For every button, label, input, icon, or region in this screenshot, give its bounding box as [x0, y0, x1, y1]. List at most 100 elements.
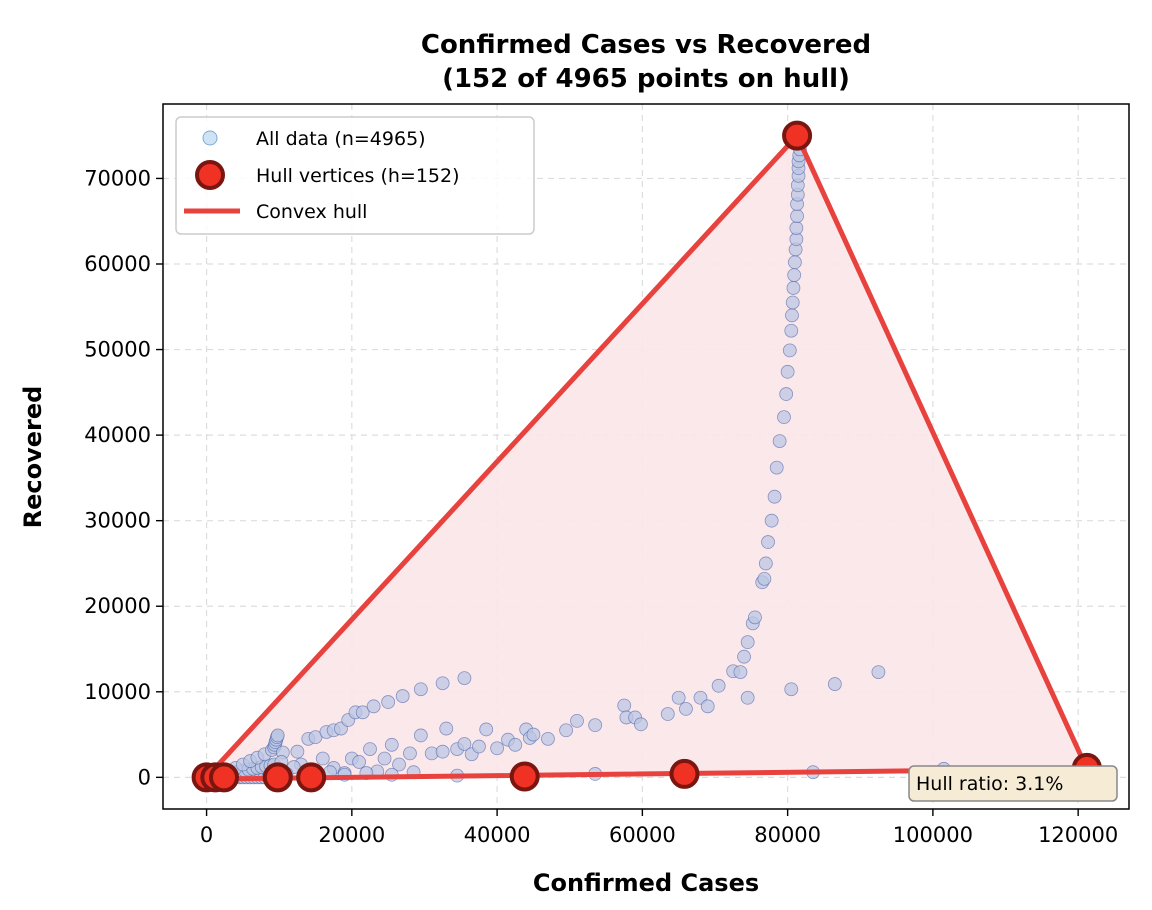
y-tick-label: 0	[138, 765, 151, 789]
data-point	[711, 678, 726, 693]
data-point	[671, 690, 686, 705]
data-point	[777, 410, 791, 425]
data-point	[570, 713, 584, 728]
data-point	[871, 665, 886, 680]
y-tick-label: 40000	[84, 423, 151, 447]
y-tick-label: 70000	[84, 166, 151, 190]
legend-point-marker	[202, 130, 218, 146]
data-point	[290, 744, 305, 759]
data-point	[435, 744, 450, 759]
data-point	[413, 682, 428, 697]
data-point	[764, 513, 779, 528]
hull-vertex	[782, 120, 813, 151]
hull-fill-layer	[206, 135, 1087, 780]
data-point	[381, 695, 396, 709]
data-point	[789, 221, 804, 235]
data-point	[757, 571, 772, 586]
legend-box	[175, 116, 535, 235]
data-point	[435, 676, 450, 691]
data-point	[740, 635, 755, 650]
data-points	[199, 134, 951, 785]
data-point	[779, 387, 794, 401]
x-tick-label: 120000	[1038, 823, 1118, 847]
data-point	[784, 682, 799, 697]
data-point	[767, 489, 782, 504]
data-point	[617, 698, 632, 713]
data-point	[769, 460, 784, 475]
data-point	[784, 323, 799, 338]
y-tick-label: 10000	[84, 680, 151, 704]
y-tick-label: 30000	[84, 509, 151, 533]
data-point	[270, 728, 285, 743]
data-point	[785, 308, 799, 323]
x-tick-label: 0	[200, 823, 213, 847]
data-point	[508, 737, 523, 752]
y-tick-label: 20000	[84, 594, 151, 618]
data-point	[392, 757, 406, 772]
data-point	[790, 209, 804, 223]
x-tick-label: 40000	[464, 823, 531, 847]
x-tick-label: 80000	[754, 823, 821, 847]
hull-vertex	[209, 762, 240, 793]
x-tick-label: 60000	[609, 823, 676, 847]
y-tick-label: 60000	[84, 252, 151, 276]
legend-label-convex-hull: Convex hull	[256, 201, 367, 223]
data-point	[786, 281, 801, 295]
data-point	[559, 723, 574, 738]
y-axis-label: Recovered	[19, 386, 47, 529]
data-point	[541, 731, 555, 746]
data-point	[733, 665, 748, 680]
hull-ratio-annotation: Hull ratio: 3.1%	[908, 765, 1118, 802]
x-tick-label: 20000	[318, 823, 385, 847]
data-point	[758, 556, 773, 571]
data-point	[634, 717, 648, 732]
data-point	[526, 727, 541, 742]
plot-area-frame	[162, 103, 1130, 810]
data-point	[457, 671, 472, 685]
data-point	[315, 751, 330, 766]
chart-title: Confirmed Cases vs Recovered	[421, 30, 871, 60]
data-point	[588, 718, 603, 733]
data-point	[782, 343, 797, 358]
data-point	[479, 722, 494, 737]
data-point	[363, 742, 377, 757]
legend-label-hull-vertices: Hull vertices (h=152)	[256, 165, 460, 187]
x-tick-label: 100000	[893, 823, 973, 847]
data-point	[761, 535, 775, 549]
data-point	[700, 699, 715, 714]
data-point	[787, 255, 802, 270]
data-point	[403, 746, 417, 761]
data-point	[366, 699, 381, 714]
data-point	[772, 434, 787, 448]
data-point	[737, 649, 751, 664]
hull-ratio-text: Hull ratio: 3.1%	[916, 773, 1063, 795]
data-point	[785, 295, 800, 310]
legend-label-all-data: All data (n=4965)	[256, 128, 426, 150]
legend: All data (n=4965) Hull vertices (h=152) …	[175, 116, 535, 235]
chart-subtitle: (152 of 4965 points on hull)	[442, 64, 850, 94]
legend-vertex-marker	[195, 160, 225, 190]
data-point	[740, 690, 755, 705]
data-point	[457, 737, 472, 751]
data-point	[377, 751, 392, 766]
data-point	[384, 737, 399, 752]
data-point	[439, 721, 454, 736]
data-point	[679, 701, 693, 716]
hull-vertex	[669, 758, 700, 789]
data-point	[472, 739, 486, 754]
data-point	[395, 689, 410, 703]
x-axis-label: Confirmed Cases	[533, 869, 759, 897]
hull-vertex	[262, 762, 293, 793]
y-tick-label: 50000	[84, 338, 151, 362]
data-point	[413, 728, 428, 743]
hull-ratio-box	[908, 765, 1118, 802]
hull-fill	[206, 135, 1087, 780]
data-point	[660, 707, 675, 721]
data-point	[352, 755, 367, 769]
data-point	[780, 364, 795, 379]
hull-vertex	[509, 761, 540, 792]
data-point	[355, 705, 370, 720]
data-point	[827, 677, 842, 691]
hull-vertex	[296, 762, 327, 793]
